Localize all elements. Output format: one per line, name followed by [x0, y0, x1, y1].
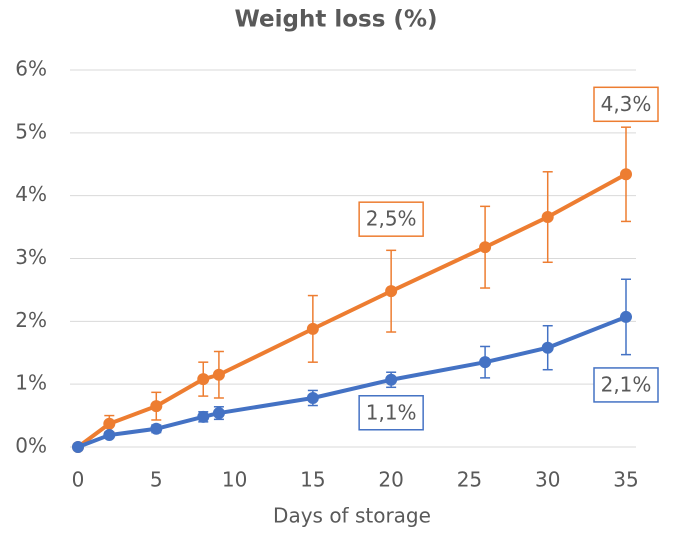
y-tick-label: 6%	[15, 57, 47, 81]
line	[77, 315, 627, 449]
x-tick-label: 5	[150, 468, 163, 492]
y-tick-label: 5%	[15, 119, 47, 143]
y-tick-label: 4%	[15, 182, 47, 206]
point	[212, 407, 225, 420]
data-label-box	[593, 86, 659, 123]
line	[76, 172, 627, 449]
data-label: 4,3%	[601, 92, 652, 116]
point	[306, 391, 319, 404]
x-tick-label: 15	[300, 468, 325, 492]
data-label-box	[358, 395, 424, 431]
point	[72, 441, 84, 453]
y-tick-label: 0%	[15, 434, 47, 458]
point	[103, 417, 116, 430]
data-label-box	[593, 367, 659, 403]
data-label: 1,1%	[366, 400, 417, 424]
data-label: 2,5%	[366, 207, 417, 231]
point	[385, 373, 398, 386]
data-label: 2,1%	[601, 372, 652, 396]
point	[197, 410, 210, 423]
point	[541, 341, 554, 354]
x-tick-label: 10	[222, 468, 247, 492]
point	[479, 241, 492, 254]
point	[197, 373, 210, 386]
x-tick-label: 30	[535, 468, 560, 492]
y-tick-label: 2%	[15, 308, 47, 332]
data-label-box	[358, 201, 424, 237]
chart-title: Weight loss (%)	[234, 7, 437, 33]
point	[620, 168, 632, 181]
point	[620, 310, 632, 323]
y-tick-label: 1%	[15, 371, 47, 395]
point	[306, 322, 319, 335]
x-tick-label: 25	[457, 468, 482, 492]
x-tick-label: 0	[72, 468, 85, 492]
x-axis-label: Days of storage	[273, 504, 431, 528]
x-tick-label: 35	[613, 468, 638, 492]
x-tick-label: 20	[378, 468, 403, 492]
point	[212, 368, 225, 381]
point	[541, 211, 554, 224]
point	[385, 285, 398, 298]
point	[103, 429, 116, 442]
point	[479, 356, 492, 369]
y-tick-label: 3%	[15, 245, 47, 269]
point	[150, 422, 163, 435]
point	[150, 400, 163, 413]
